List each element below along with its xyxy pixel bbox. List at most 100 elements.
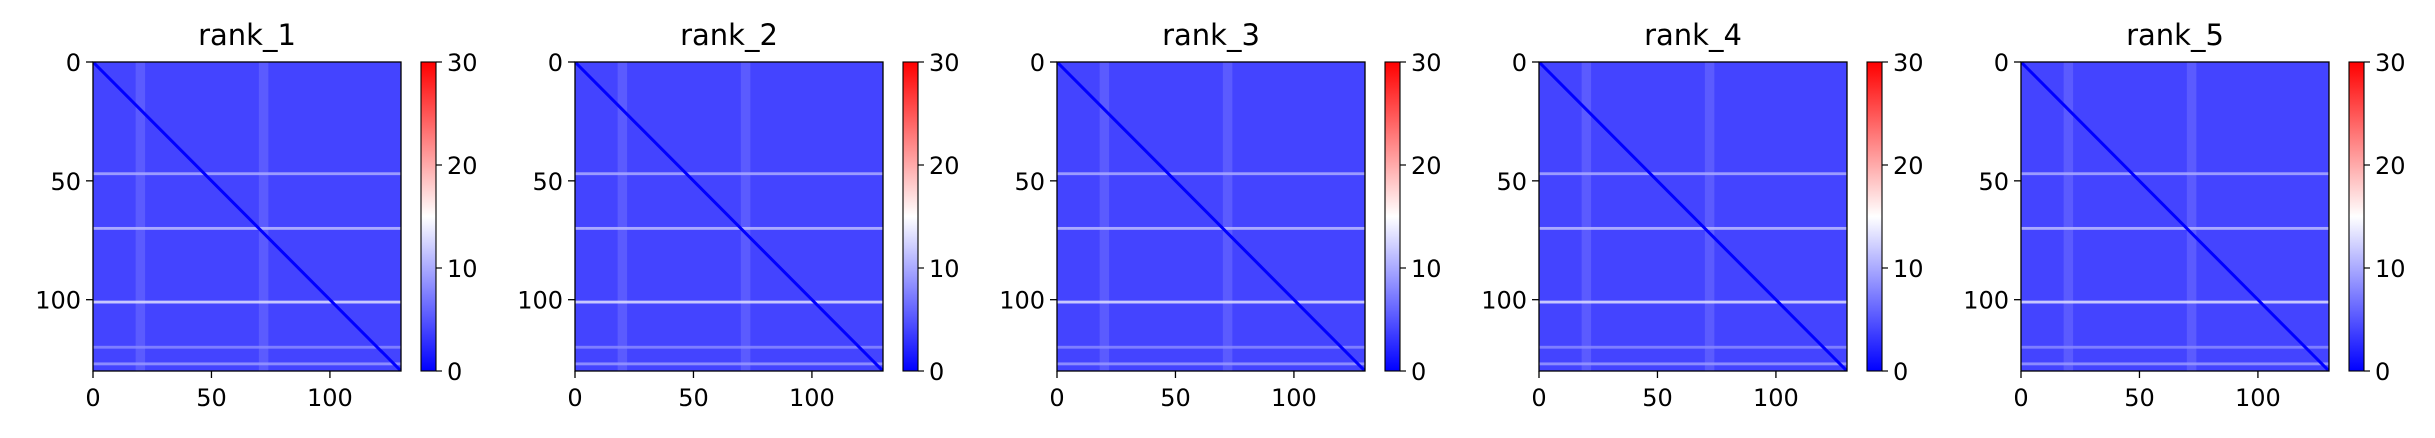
heatmap-bright-row [1057,172,1365,176]
heatmap-diagonal [575,62,883,371]
heatmap-bright-column [135,62,146,371]
x-tick-label: 50 [1160,384,1191,412]
y-tick-label: 100 [1963,287,2009,315]
heatmap-bright-column [1099,62,1110,371]
colorbar [420,61,437,372]
y-tick-label: 0 [1030,49,1045,77]
heatmap-bright-row [1539,172,1847,176]
axes-frame [1538,61,1848,372]
colorbar-tick-label: 30 [929,49,960,77]
heatmap-diagonal [2021,62,2329,371]
colorbar-tick-label: 30 [2375,49,2406,77]
heatmap-diagonal [1539,62,1847,371]
heatmap-bright-row [575,226,883,230]
heatmap-image [1539,62,1847,371]
heatmap-bright-column [1704,62,1715,371]
x-tick-label: 0 [1531,384,1546,412]
x-tick-label: 0 [1049,384,1064,412]
heatmap-bright-column [617,62,628,371]
colorbar-tick-label: 0 [1411,358,1426,386]
colorbar-tick-label: 20 [2375,152,2406,180]
x-tick-label: 50 [1642,384,1673,412]
x-tick-label: 0 [85,384,100,412]
heatmap-bright-column [258,62,269,371]
colorbar-tick-label: 10 [1893,255,1924,283]
colorbar-tick-label: 30 [1411,49,1442,77]
heatmap-bright-row [1539,362,1847,366]
heatmap-bright-row [93,172,401,176]
colorbar-tick-label: 10 [2375,255,2406,283]
heatmap-panel-4: rank_4 0 50 100 0 50 100 0 10 20 30 [1481,18,1923,412]
colorbar [1866,61,1883,372]
y-tick-label: 0 [1512,49,1527,77]
heatmap-bright-row [575,172,883,176]
y-tick-label: 100 [1481,287,1527,315]
y-tick-label: 50 [1978,168,2009,196]
x-tick-label: 100 [307,384,353,412]
heatmap-panel-3: rank_3 0 50 100 0 50 100 0 10 20 30 [999,18,1441,412]
colorbar [2348,61,2365,372]
panel-title: rank_4 [1644,18,1742,52]
x-tick-label: 50 [678,384,709,412]
heatmap-image [2021,62,2329,371]
heatmap-bright-row [1539,226,1847,230]
heatmap-bright-column [740,62,751,371]
x-tick-label: 100 [1271,384,1317,412]
colorbar-tick-label: 0 [929,358,944,386]
heatmap-bright-row [93,345,401,349]
heatmap-bright-row [575,345,883,349]
heatmap-image [1057,62,1365,371]
colorbar-tick-label: 0 [447,358,462,386]
heatmap-panel-5: rank_5 0 50 100 0 50 100 0 10 20 30 [1963,18,2405,412]
heatmap-bright-row [2021,172,2329,176]
heatmap-bright-row [1057,300,1365,304]
y-tick-label: 0 [548,49,563,77]
y-tick-label: 100 [35,287,81,315]
axes-frame [92,61,402,372]
y-tick-label: 50 [1496,168,1527,196]
colorbar-tick-label: 20 [447,152,478,180]
panel-title: rank_3 [1162,18,1260,52]
x-tick-label: 50 [196,384,227,412]
heatmap-bright-row [1539,345,1847,349]
heatmap-image [93,62,401,371]
colorbar [1384,61,1401,372]
axes-frame [574,61,884,372]
heatmap-bright-row [2021,362,2329,366]
y-tick-label: 50 [532,168,563,196]
heatmap-diagonal [1057,62,1365,371]
y-tick-label: 100 [999,287,1045,315]
x-tick-label: 0 [567,384,582,412]
colorbar-tick-label: 10 [447,255,478,283]
colorbar-tick-label: 20 [1893,152,1924,180]
colorbar-tick-label: 20 [1411,152,1442,180]
heatmap-bright-row [575,300,883,304]
axes-frame [2020,61,2330,372]
panel-title: rank_1 [198,18,296,52]
heatmap-bright-column [1222,62,1233,371]
x-tick-label: 100 [1753,384,1799,412]
heatmap-bright-row [1057,345,1365,349]
heatmap-bright-row [2021,345,2329,349]
heatmap-panel-1: rank_1 0 50 100 0 50 100 0 10 20 30 [35,18,477,412]
heatmap-bright-column [2186,62,2197,371]
colorbar-tick-label: 30 [447,49,478,77]
y-tick-label: 0 [1994,49,2009,77]
heatmap-bright-row [1057,362,1365,366]
heatmap-image [575,62,883,371]
heatmap-bright-row [2021,300,2329,304]
heatmap-bright-row [2021,226,2329,230]
x-tick-label: 50 [2124,384,2155,412]
axes-frame [1056,61,1366,372]
heatmap-bright-column [2063,62,2074,371]
panel-title: rank_2 [680,18,778,52]
colorbar [902,61,919,372]
panel-title: rank_5 [2126,18,2224,52]
heatmap-bright-row [1057,226,1365,230]
x-tick-label: 100 [789,384,835,412]
heatmap-bright-column [1581,62,1592,371]
heatmap-diagonal [93,62,401,371]
x-tick-label: 100 [2235,384,2281,412]
colorbar-tick-label: 20 [929,152,960,180]
